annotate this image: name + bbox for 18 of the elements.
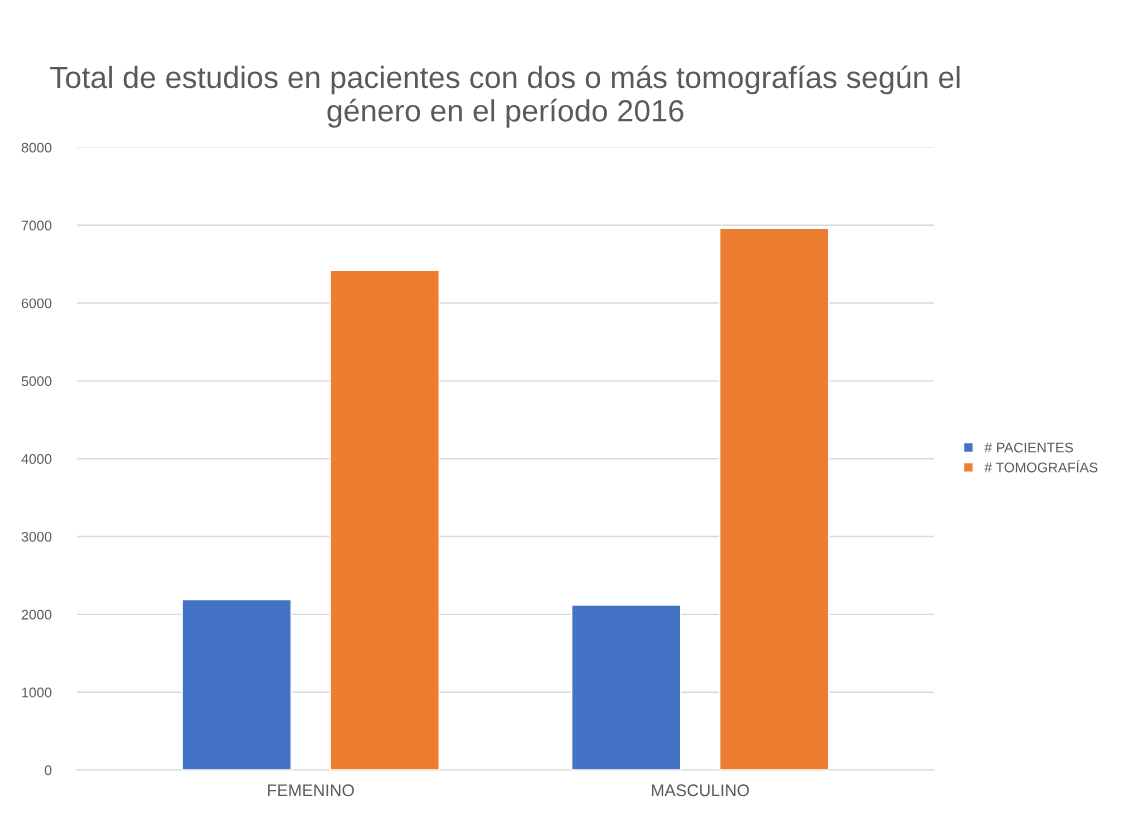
y-tick-label: 0 bbox=[44, 765, 52, 776]
y-tick-label: 3000 bbox=[21, 531, 52, 542]
legend-label: # TOMOGRAFÍAS bbox=[984, 460, 1098, 473]
y-tick-label: 5000 bbox=[21, 376, 52, 387]
x-tick-label: MASCULINO bbox=[652, 784, 749, 797]
bar bbox=[718, 227, 830, 771]
y-tick-label: 7000 bbox=[21, 220, 52, 231]
y-tick-label: 2000 bbox=[21, 609, 52, 620]
bar bbox=[329, 269, 440, 771]
y-tick-label: 6000 bbox=[21, 298, 52, 309]
chart-title: Total de estudios en pacientes con dos o más tomografías según el género en el período 2016 bbox=[50, 65, 960, 128]
bar bbox=[181, 598, 292, 771]
y-tick-label: 8000 bbox=[21, 142, 52, 153]
x-tick-label: FEMENINO bbox=[268, 784, 354, 797]
legend-label: # PACIENTES bbox=[984, 442, 1074, 453]
y-tick-label: 1000 bbox=[22, 687, 52, 698]
bar bbox=[570, 604, 682, 771]
y-tick-label: 4000 bbox=[21, 454, 52, 464]
